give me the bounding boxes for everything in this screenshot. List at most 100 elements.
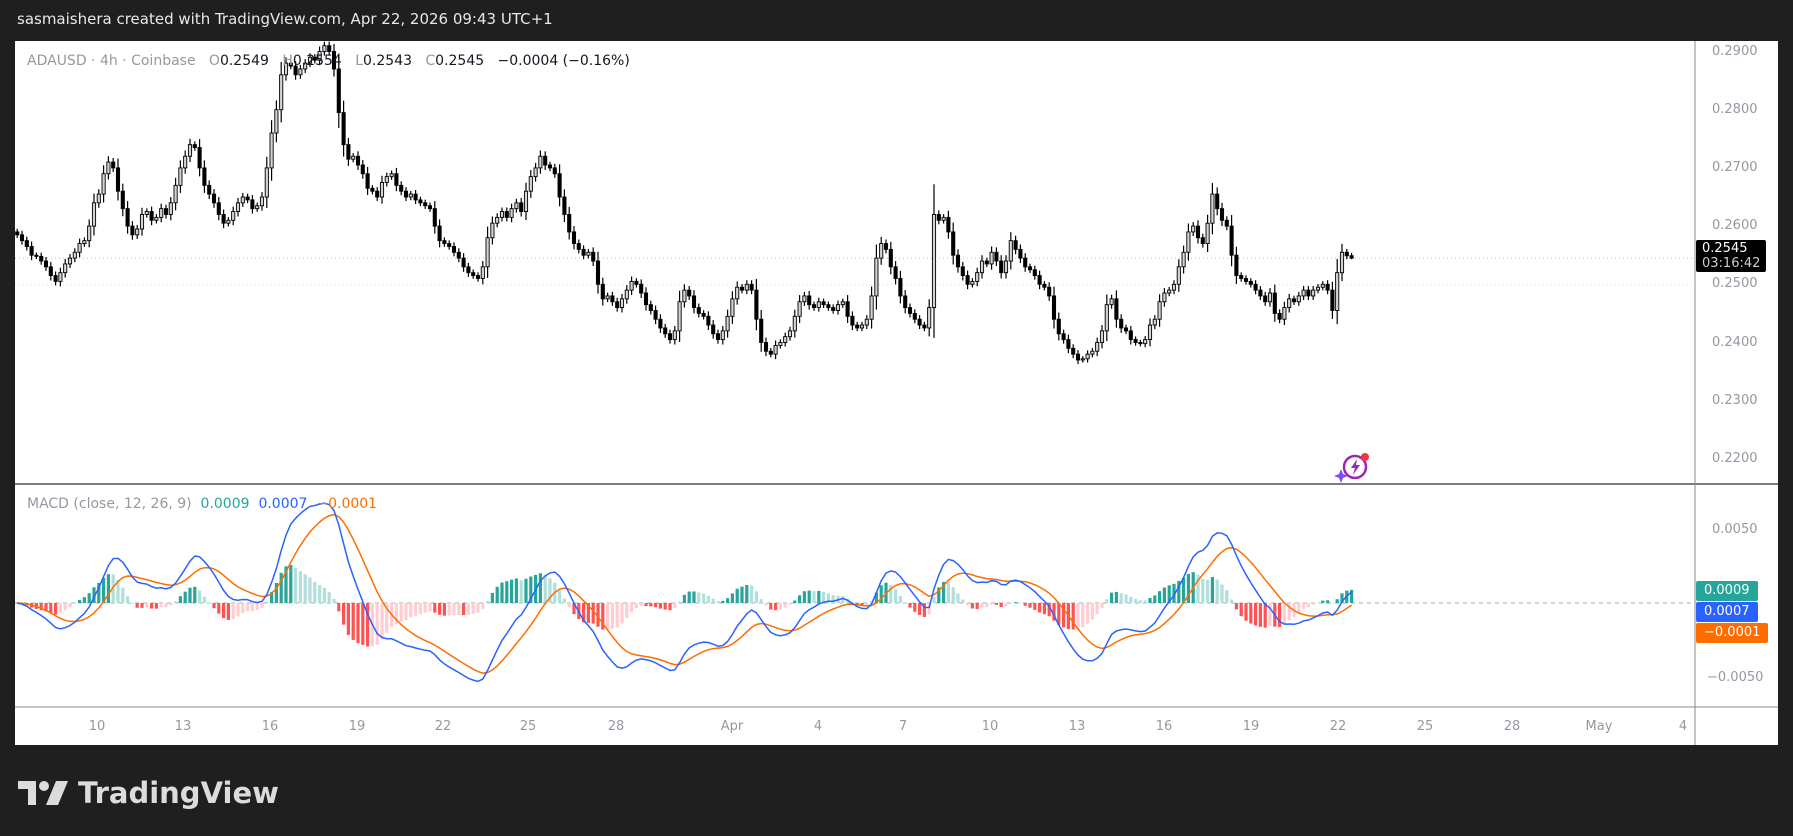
candle-down: [1224, 219, 1229, 227]
candle-down: [504, 211, 509, 218]
candle-up: [168, 202, 173, 215]
candle-down: [706, 315, 711, 326]
candle-down: [427, 205, 433, 210]
macd-histogram-bar: [270, 592, 274, 603]
candle-up: [605, 295, 610, 300]
macd-histogram-bar: [169, 603, 173, 606]
candle-up: [725, 315, 730, 332]
macd-histogram-bar: [620, 603, 624, 624]
candle-up: [1267, 292, 1273, 303]
candle-up: [1315, 286, 1321, 291]
candle-down: [917, 318, 922, 326]
candle-up: [322, 45, 327, 52]
candle-up: [1311, 289, 1316, 297]
candle-down: [855, 324, 860, 329]
macd-histogram-bar: [183, 591, 187, 603]
macd-histogram-bar: [961, 599, 965, 603]
macd-histogram-bar: [630, 603, 634, 613]
chart-frame[interactable]: ADAUSD · 4h · Coinbase O0.2549 H0.2554 L…: [15, 41, 1778, 745]
candle-up: [1296, 295, 1301, 303]
macd-histogram-bar: [908, 603, 912, 608]
macd-histogram-bar: [399, 603, 403, 622]
candle-down: [418, 199, 423, 204]
macd-histogram-bar: [1042, 603, 1046, 615]
macd-histogram-bar: [207, 602, 211, 604]
candle-down: [1243, 278, 1249, 282]
candle-down: [687, 289, 692, 297]
candle-down: [221, 214, 226, 224]
time-axis-label: 4: [813, 719, 823, 734]
candle-up: [1181, 251, 1186, 268]
candle-up: [317, 51, 322, 61]
macd-histogram-bar: [1177, 580, 1181, 603]
macd-histogram-bar: [294, 567, 298, 603]
candle-down: [1200, 237, 1205, 245]
candle-down: [1037, 275, 1042, 285]
macd-histogram-bar: [1244, 603, 1248, 621]
macd-histogram-bar: [654, 603, 658, 608]
macd-histogram-bar: [1234, 603, 1238, 610]
macd-histogram-bar: [1311, 603, 1315, 605]
candle-up: [989, 251, 994, 265]
candle-up: [970, 280, 975, 285]
price-axis-label: 0.2300: [1712, 392, 1758, 408]
macd-histogram-bar: [1114, 591, 1118, 603]
macd-histogram-bar: [726, 598, 730, 603]
candle-down: [648, 304, 653, 311]
candle-up: [67, 257, 73, 265]
macd-histogram-bar: [1047, 603, 1051, 617]
candle-down: [951, 231, 956, 256]
macd-histogram-bar: [1254, 603, 1258, 626]
candle-down: [715, 333, 721, 341]
candle-up: [1003, 260, 1009, 274]
candle-up: [1186, 231, 1191, 253]
macd-histogram-bar: [1167, 585, 1171, 603]
candle-down: [245, 196, 250, 201]
macd-histogram-bar: [246, 603, 250, 612]
macd-histogram-bar: [937, 587, 941, 603]
candle-down: [29, 246, 34, 256]
candle-down: [442, 240, 447, 245]
macd-histogram-bar: [591, 603, 595, 624]
macd-histogram-bar: [754, 591, 758, 603]
macd-histogram-bar: [826, 593, 830, 603]
macd-histogram-bar: [529, 576, 533, 603]
candle-down: [615, 301, 620, 309]
macd-histogram-bar: [1239, 603, 1243, 617]
macd-histogram-bar: [1158, 591, 1162, 603]
chart-canvas[interactable]: [15, 41, 1778, 745]
candle-up: [231, 211, 236, 221]
candle-down: [691, 295, 697, 309]
candle-up: [1104, 304, 1109, 332]
price-axis-label: 0.2500: [1712, 276, 1758, 292]
symbol-info[interactable]: ADAUSD · 4h · Coinbase: [27, 53, 196, 69]
macd-title[interactable]: MACD (close, 12, 26, 9): [27, 496, 192, 512]
macd-histogram-bar: [673, 603, 677, 609]
candle-up: [533, 167, 538, 178]
macd-histogram-bar: [879, 585, 883, 603]
last-price-label: 0.2545 03:16:42: [1696, 240, 1767, 272]
tradingview-logo[interactable]: TradingView: [18, 776, 279, 810]
price-axis-label: 0.2200: [1712, 450, 1758, 466]
macd-axis-label: −0.0050: [1707, 670, 1764, 685]
macd-histogram-bar: [706, 595, 710, 603]
candle-down: [471, 272, 476, 277]
candle-up: [1171, 283, 1177, 291]
macd-histogram-bar: [356, 603, 360, 644]
macd-histogram-bar: [956, 593, 960, 603]
candle-down: [643, 292, 649, 306]
candle-up: [101, 173, 106, 195]
time-axis-label: 19: [348, 719, 366, 734]
macd-histogram-bar: [606, 603, 610, 630]
candle-down: [1047, 286, 1052, 297]
candle-down: [1056, 318, 1061, 335]
ai-assistant-icon[interactable]: [1333, 449, 1373, 485]
candle-down: [754, 289, 759, 320]
candle-up: [240, 196, 245, 204]
candle-down: [207, 184, 212, 195]
candle-up: [178, 167, 183, 186]
macd-histogram-bar: [1004, 603, 1008, 607]
candle-down: [111, 161, 116, 169]
macd-histogram-bar: [927, 603, 931, 615]
candle-down: [946, 216, 951, 233]
